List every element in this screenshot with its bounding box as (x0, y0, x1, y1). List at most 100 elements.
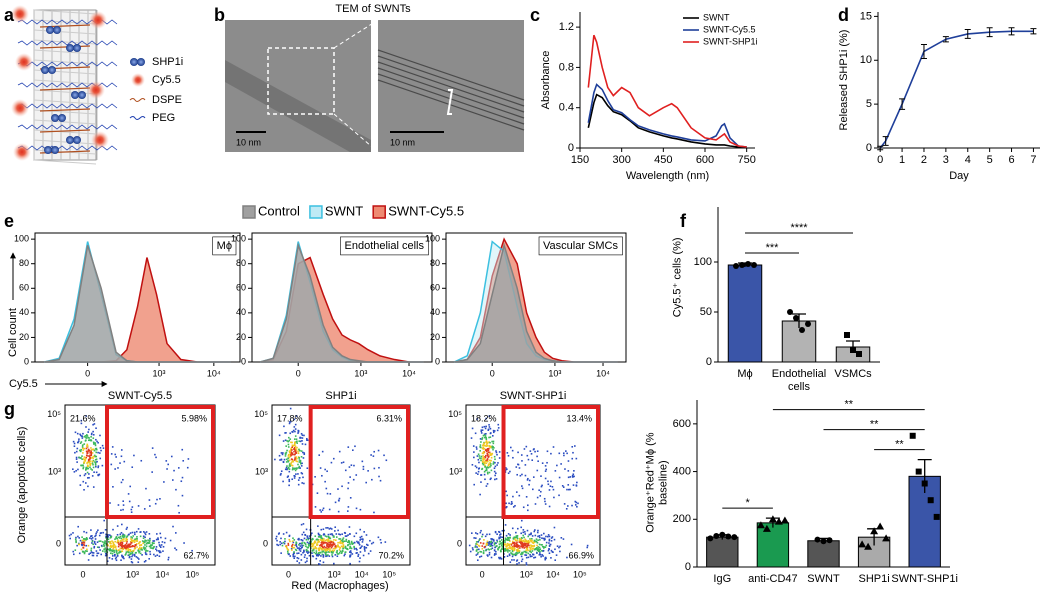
event-dot (290, 448, 292, 450)
event-dot (145, 531, 148, 533)
event-dot (75, 456, 78, 459)
event-dot (294, 441, 296, 444)
event-dot (79, 474, 81, 477)
event-dot (132, 550, 134, 552)
event-dot (116, 525, 119, 527)
event-dot (78, 543, 80, 546)
event-dot (315, 557, 318, 560)
event-dot (479, 550, 482, 553)
event-dot (85, 437, 88, 439)
event-dot (511, 527, 514, 530)
x-tick-label: 10⁵ (382, 569, 396, 579)
event-dot (75, 469, 77, 472)
event-dot (114, 540, 116, 543)
event-dot (548, 552, 551, 555)
event-dot (88, 455, 91, 458)
event-dot (548, 535, 551, 538)
event-dot (509, 547, 512, 549)
significance-label: ** (845, 399, 854, 411)
event-dot (292, 555, 295, 558)
event-dot (280, 459, 283, 461)
event-dot (175, 488, 177, 491)
event-dot (536, 531, 539, 534)
event-dot (317, 525, 319, 527)
event-dot (348, 540, 351, 543)
event-dot (334, 526, 337, 528)
event-dot (572, 451, 574, 454)
legend-label: SWNT-SHP1i (703, 36, 758, 46)
event-dot (113, 549, 115, 552)
event-dot (480, 555, 483, 558)
event-dot (80, 422, 83, 425)
event-dot (506, 494, 508, 497)
event-dot (119, 462, 121, 464)
event-dot (470, 532, 473, 534)
event-dot (137, 505, 140, 507)
event-dot (521, 545, 524, 547)
event-dot (134, 533, 136, 536)
zoom-line (333, 19, 379, 49)
event-dot (83, 435, 86, 438)
event-dot (347, 487, 349, 490)
event-dot (492, 461, 495, 463)
event-dot (294, 442, 296, 445)
event-dot (293, 426, 296, 428)
event-dot (144, 536, 146, 539)
event-dot (167, 558, 170, 561)
event-dot (329, 540, 332, 542)
event-dot (509, 446, 512, 449)
event-dot (516, 563, 518, 565)
event-dot (526, 540, 529, 543)
event-dot (486, 444, 489, 447)
event-dot (117, 541, 120, 543)
event-dot (280, 472, 282, 475)
x-tick-label: 10⁴ (546, 569, 560, 579)
event-dot (281, 542, 283, 545)
event-dot (91, 462, 94, 464)
event-dot (121, 556, 124, 559)
event-dot (294, 450, 297, 453)
event-dot (98, 473, 101, 476)
event-dot (125, 528, 128, 530)
event-dot (324, 480, 326, 483)
data-point (719, 531, 726, 538)
event-dot (317, 538, 319, 541)
event-dot (338, 533, 340, 535)
event-dot (149, 547, 152, 549)
event-dot (484, 434, 486, 437)
plot-title: SWNT-Cy5.5 (108, 390, 172, 402)
event-dot (91, 551, 94, 554)
event-dot (489, 462, 492, 465)
event-dot (486, 554, 489, 556)
event-dot (78, 537, 81, 539)
event-dot (527, 535, 530, 538)
event-dot (128, 554, 130, 556)
event-dot (339, 538, 342, 540)
event-dot (319, 560, 322, 562)
event-dot (295, 468, 298, 470)
event-dot (571, 457, 574, 460)
event-dot (548, 545, 551, 547)
event-dot (493, 431, 495, 434)
event-dot (78, 552, 81, 555)
event-dot (513, 545, 516, 547)
event-dot (346, 541, 349, 544)
event-dot (316, 553, 318, 556)
event-dot (281, 453, 284, 456)
event-dot (488, 463, 490, 465)
event-dot (488, 542, 490, 544)
event-dot (521, 487, 524, 490)
event-dot (300, 553, 303, 556)
event-dot (301, 472, 304, 475)
event-dot (275, 535, 278, 538)
event-dot (294, 435, 297, 437)
event-dot (498, 545, 501, 548)
event-dot (300, 547, 302, 550)
significance-label: * (745, 497, 750, 509)
event-dot (109, 502, 111, 504)
event-dot (481, 468, 483, 471)
x-tick-label: 10³ (520, 569, 533, 579)
event-dot (525, 546, 528, 548)
event-dot (112, 542, 115, 545)
data-point (793, 315, 799, 321)
